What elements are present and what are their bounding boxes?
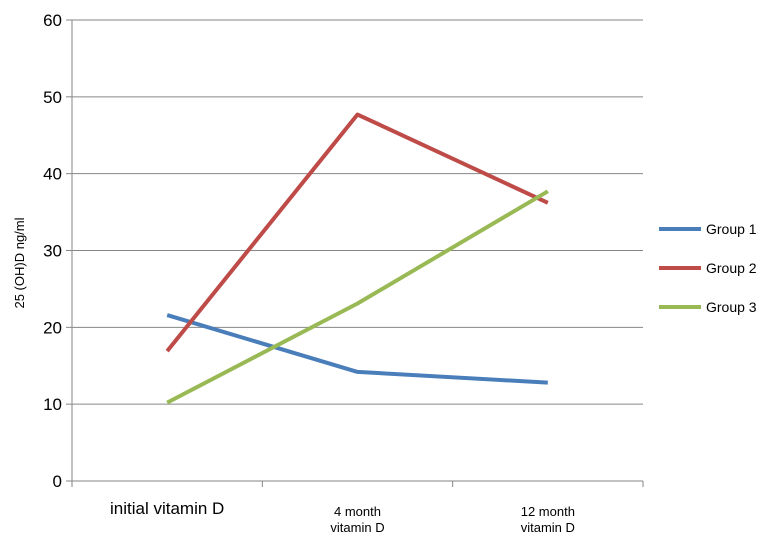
y-tick-label: 50 (43, 88, 62, 107)
series-line-2 (165, 112, 549, 353)
x-tick-label: initial vitamin D (110, 499, 224, 518)
legend: Group 1 Group 2 Group 3 (659, 221, 757, 315)
x-tick-label-line: initial vitamin D (110, 499, 224, 518)
axes (66, 19, 644, 487)
legend-label-2: Group 2 (706, 260, 757, 276)
x-tick-label-line: vitamin D (330, 520, 384, 535)
y-tick-label: 0 (53, 472, 62, 491)
series-line-1 (166, 313, 548, 385)
y-tick-label: 40 (43, 165, 62, 184)
x-tick-label-line: 12 month (521, 504, 575, 519)
y-axis-title: 25 (OH)D ng/ml (12, 217, 27, 308)
x-tick-label-line: vitamin D (521, 520, 575, 535)
series-lines (165, 112, 549, 405)
legend-label-3: Group 3 (706, 299, 757, 315)
x-tick-label: 4 month vitamin D (330, 504, 384, 535)
legend-label-1: Group 1 (706, 221, 757, 237)
y-tick-label: 30 (43, 242, 62, 261)
y-tick-labels: 0 10 20 30 40 50 60 (43, 11, 62, 491)
series-line-3 (166, 189, 549, 405)
y-tick-label: 60 (43, 11, 62, 30)
x-tick-label: 12 month vitamin D (521, 504, 575, 535)
gridlines (72, 19, 643, 405)
y-tick-label: 10 (43, 395, 62, 414)
y-tick-label: 20 (43, 318, 62, 337)
x-tick-label-line: 4 month (334, 504, 381, 519)
